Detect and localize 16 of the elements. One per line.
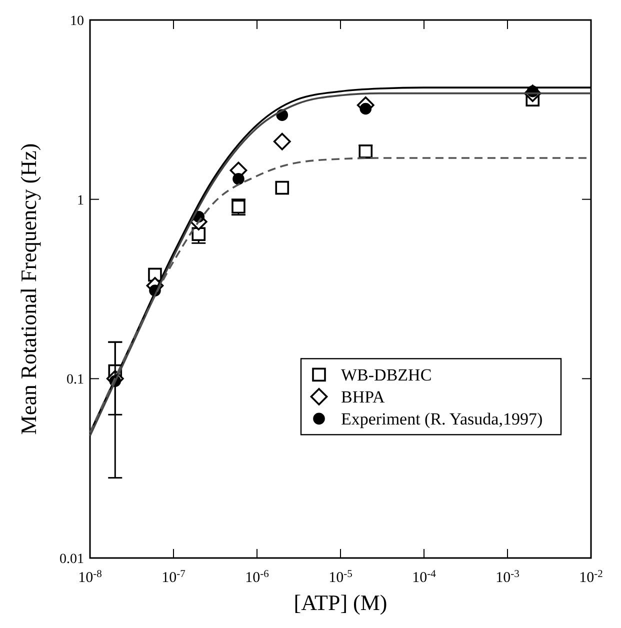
legend-label: BHPA [341, 388, 386, 407]
y-axis-title: Mean Rotational Frequency (Hz) [16, 143, 41, 435]
legend-label: Experiment (R. Yasuda,1997) [341, 410, 543, 429]
x-tick-label: 10$^{-3}$ [496, 568, 520, 586]
y-tick-label: 0.1 [66, 372, 84, 388]
legend-label: WB-DBZHC [341, 366, 432, 385]
y-tick-label: 0.01 [60, 552, 84, 567]
x-tick-label: 10$^{-4}$ [412, 568, 437, 586]
x-tick-label: 10$^{-8}$ [78, 568, 102, 586]
x-tick-label: 10$^{-5}$ [328, 568, 352, 586]
x-tick-label: 10$^{-6}$ [245, 568, 269, 586]
x-tick-label: 10$^{-7}$ [162, 568, 186, 586]
x-tick-label: 10$^{-2}$ [579, 568, 603, 586]
y-tick-label: 10 [70, 14, 84, 29]
y-tick-label: 1 [77, 193, 84, 208]
x-axis-title: [ATP] (M) [294, 590, 388, 615]
